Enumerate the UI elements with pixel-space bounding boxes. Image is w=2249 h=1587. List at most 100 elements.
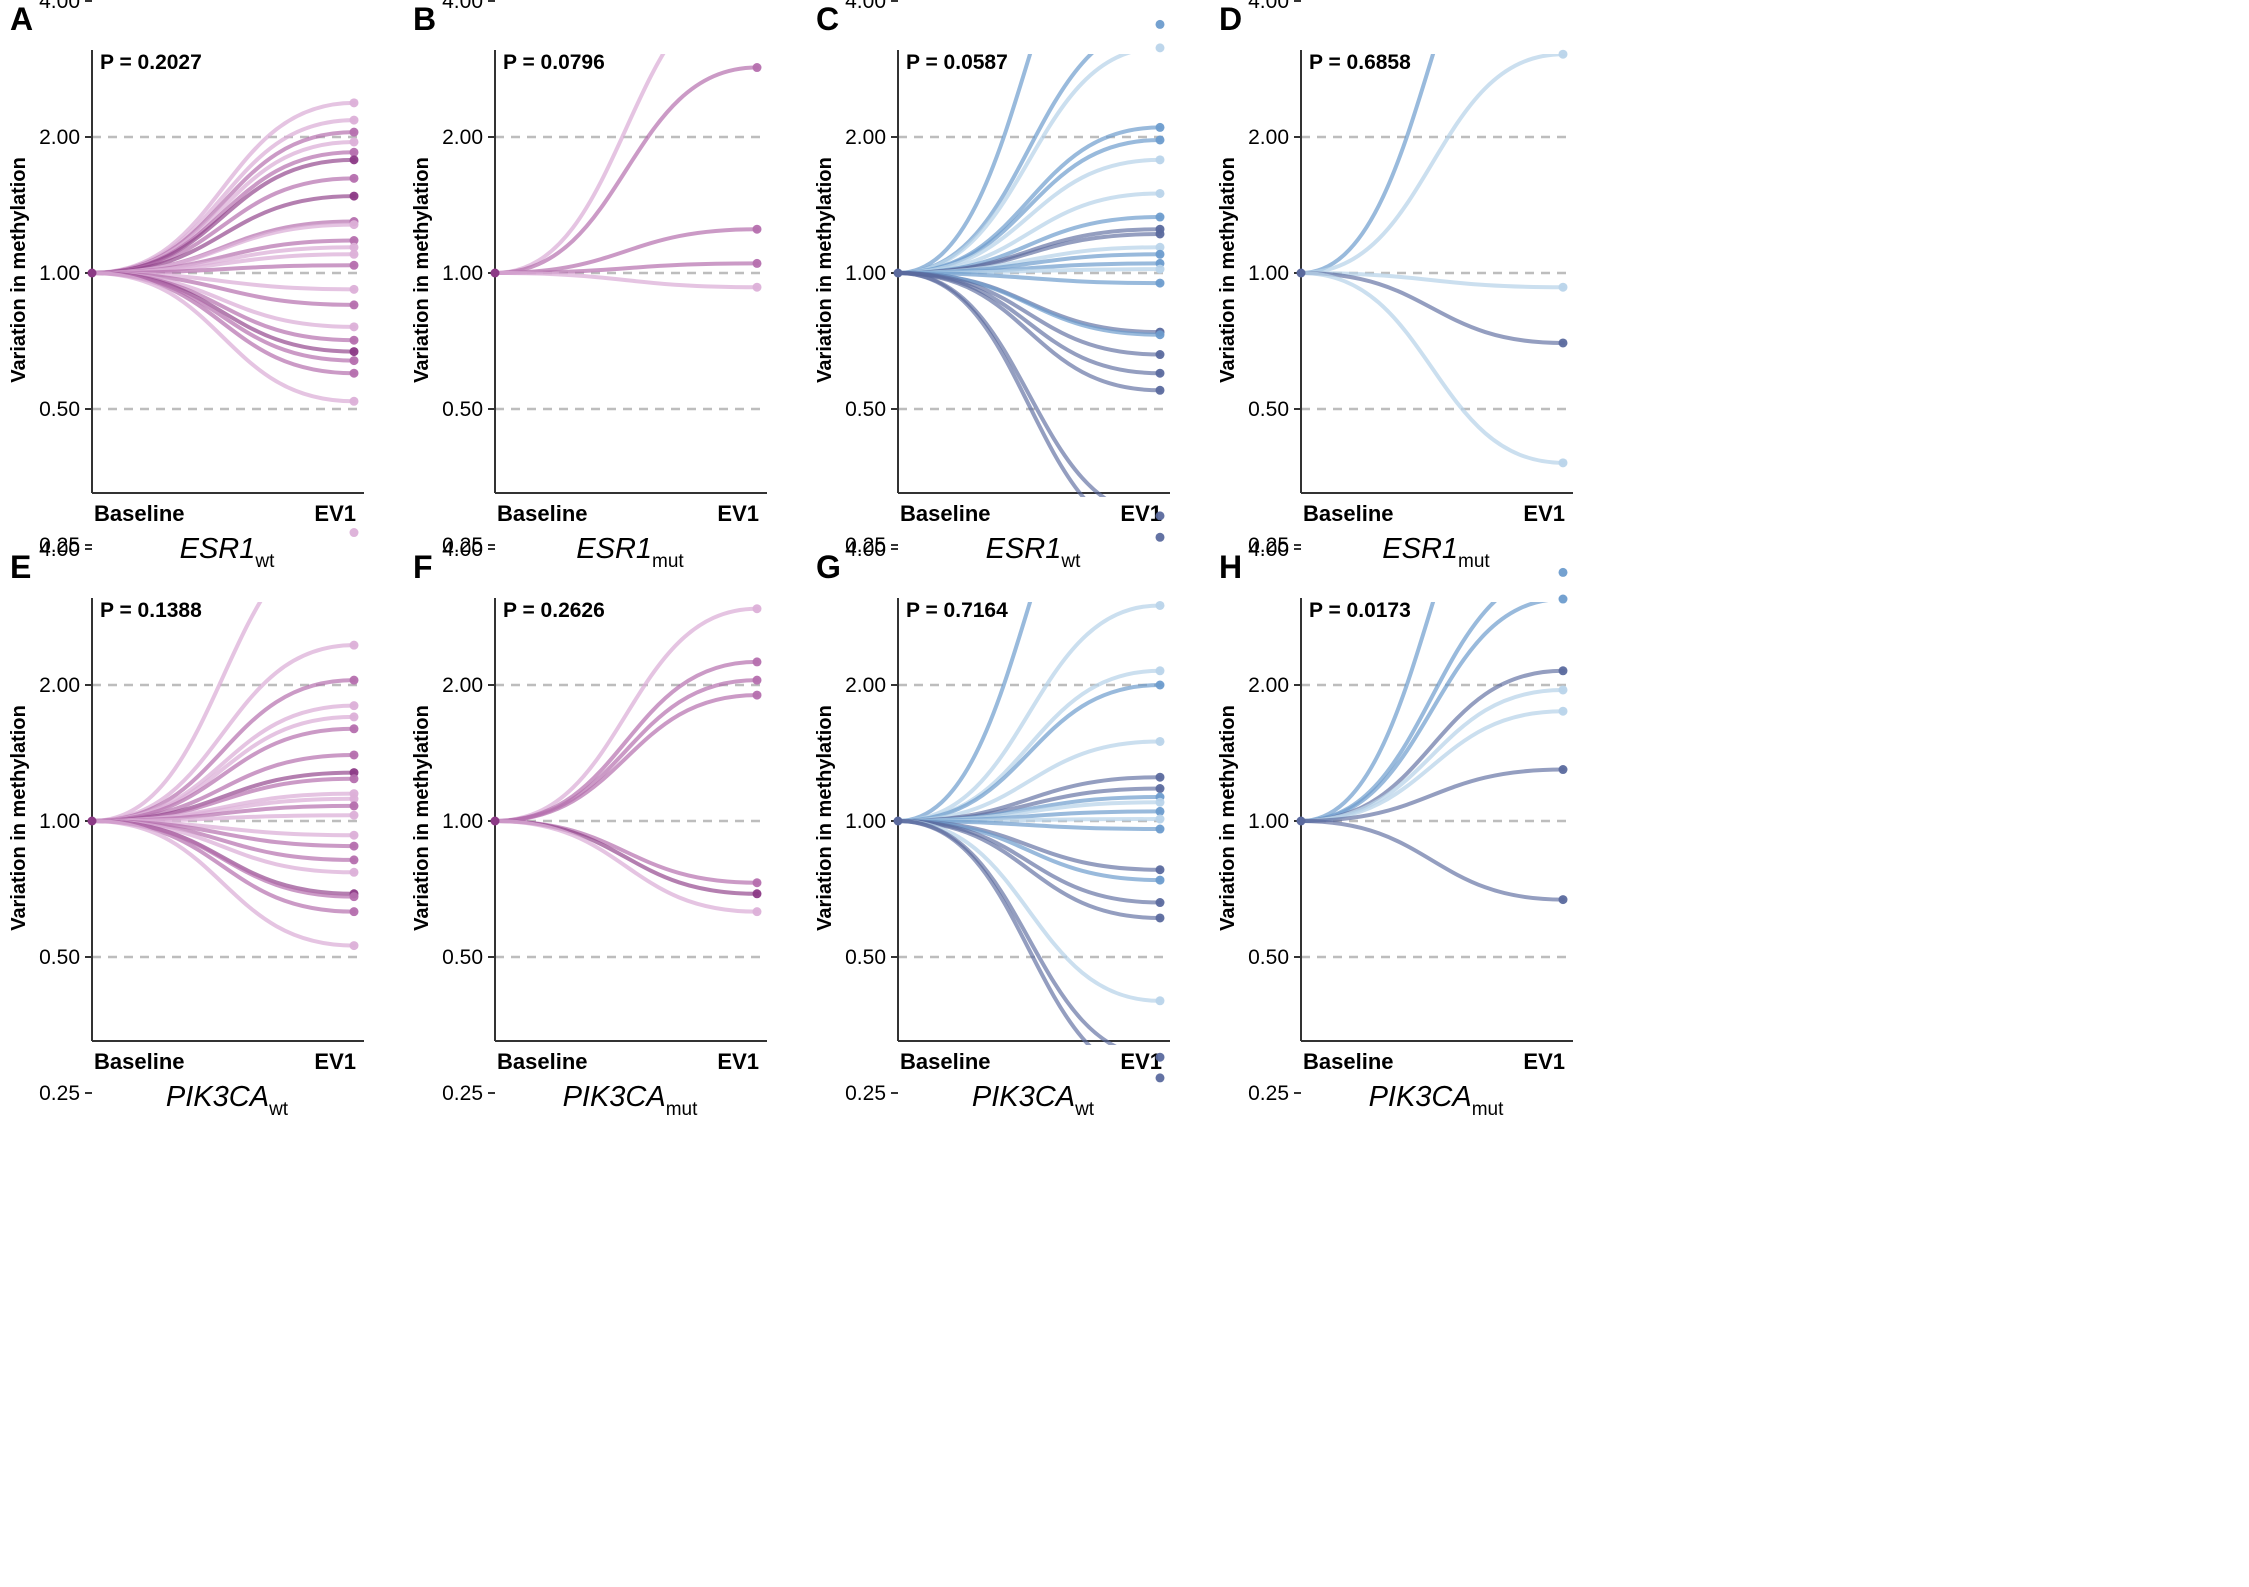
x-label-ev1: EV1: [717, 501, 759, 526]
panel-B: B 4.00 2.00 1.00 0.50 0.25 Variation in methyl…: [411, 0, 767, 572]
p-value: P = 0.2626: [503, 599, 605, 622]
series-point-ev1: [752, 604, 762, 614]
gene-status: wt: [1074, 1099, 1095, 1120]
series-point-ev1: [1558, 685, 1568, 695]
series-point-ev1: [1155, 600, 1165, 610]
series-point-ev1: [752, 889, 762, 899]
series-point-ev1: [349, 841, 359, 851]
gene-status: mut: [1458, 551, 1490, 572]
series-point-ev1: [752, 907, 762, 917]
series-point-ev1: [349, 98, 359, 108]
series-point-ev1: [1155, 188, 1165, 198]
series-point-ev1: [349, 368, 359, 378]
series-point-ev1: [1155, 43, 1165, 53]
series-point-ev1: [349, 173, 359, 183]
y-tick-label: 2.00: [442, 674, 483, 697]
y-axis-label: Variation in methylation: [814, 705, 836, 931]
series-point-ev1: [1155, 865, 1165, 875]
series-point-ev1: [1155, 368, 1165, 378]
panel-letter: G: [816, 549, 841, 585]
series-line: [90, 271, 356, 404]
y-axis-label: Variation in methylation: [8, 705, 30, 931]
series-line: [896, 603, 1162, 823]
series-point-ev1: [349, 284, 359, 294]
series-point-ev1: [1155, 784, 1165, 794]
y-tick-label: 0.50: [845, 946, 886, 969]
series-line: [896, 54, 1033, 275]
series-point-ev1: [349, 801, 359, 811]
series-line: [493, 606, 759, 823]
series-lines: [90, 602, 356, 948]
x-label-baseline: Baseline: [1303, 501, 1394, 526]
gene-name: ESR1: [576, 533, 652, 565]
series-point-ev1: [1155, 772, 1165, 782]
series-point-ev1: [1155, 135, 1165, 145]
x-label-baseline: Baseline: [497, 501, 588, 526]
series-point-ev1: [1155, 1052, 1165, 1062]
y-tick-label: 1.00: [1248, 262, 1289, 285]
series-point-ev1: [349, 724, 359, 734]
series-point-ev1: [349, 335, 359, 345]
series-point-ev1: [752, 690, 762, 700]
y-tick-label: 2.00: [1248, 126, 1289, 149]
y-tick-label: 4.00: [442, 538, 483, 561]
y-tick-label: 2.00: [845, 126, 886, 149]
gene-name: ESR1: [1382, 533, 1458, 565]
x-label-baseline: Baseline: [900, 501, 991, 526]
baseline-point: [490, 816, 500, 826]
series-point-ev1: [349, 347, 359, 357]
y-tick-label: 4.00: [39, 538, 80, 561]
series-line: [1299, 54, 1436, 275]
series-line: [493, 819, 759, 896]
series-point-ev1: [1155, 666, 1165, 676]
panel-C: C 4.00 2.00 1.00 0.50 0.25 Variation in methyl…: [814, 0, 1170, 572]
series-point-ev1: [1155, 806, 1165, 816]
series-point-ev1: [1558, 594, 1568, 604]
x-label-ev1: EV1: [717, 1049, 759, 1074]
series-point-ev1: [349, 137, 359, 147]
y-axis-label: Variation in methylation: [1217, 705, 1239, 931]
gene-name: PIK3CA: [563, 1081, 666, 1113]
series-point-ev1: [1155, 680, 1165, 690]
series-lines: [896, 602, 1162, 1045]
y-tick-label: 0.50: [39, 398, 80, 421]
x-label-baseline: Baseline: [1303, 1049, 1394, 1074]
series-line: [90, 602, 263, 823]
group-label: ESR1wt: [180, 533, 275, 572]
series-lines: [1299, 602, 1565, 902]
y-axis-label: Variation in methylation: [411, 157, 433, 383]
series-line: [493, 54, 666, 275]
y-tick-label: 2.00: [39, 126, 80, 149]
group-label: PIK3CAmut: [1369, 1081, 1505, 1120]
series-lines: [1299, 54, 1565, 465]
series-point-ev1: [1155, 736, 1165, 746]
y-tick-label: 0.25: [1248, 1082, 1289, 1105]
panel-letter: A: [10, 1, 33, 37]
x-label-ev1: EV1: [1523, 1049, 1565, 1074]
panel-letter: H: [1219, 549, 1242, 585]
series-point-ev1: [1558, 282, 1568, 292]
series-line: [493, 271, 759, 290]
series-line: [896, 819, 1162, 905]
series-point-ev1: [752, 63, 762, 73]
series-point-ev1: [1155, 814, 1165, 824]
series-line: [896, 271, 1086, 497]
y-tick-label: 2.00: [845, 674, 886, 697]
panel-letter: E: [10, 549, 31, 585]
series-point-ev1: [1155, 212, 1165, 222]
series-point-ev1: [349, 675, 359, 685]
series-point-ev1: [1155, 264, 1165, 274]
series-point-ev1: [349, 322, 359, 332]
series-point-ev1: [1155, 913, 1165, 923]
series-point-ev1: [1155, 350, 1165, 360]
series-point-ev1: [752, 258, 762, 268]
series-line: [896, 602, 1033, 823]
series-point-ev1: [1558, 895, 1568, 905]
y-tick-label: 1.00: [442, 262, 483, 285]
series-point-ev1: [752, 657, 762, 667]
baseline-point: [1296, 268, 1306, 278]
series-point-ev1: [752, 675, 762, 685]
series-point-ev1: [1155, 996, 1165, 1006]
p-value: P = 0.1388: [100, 599, 202, 622]
